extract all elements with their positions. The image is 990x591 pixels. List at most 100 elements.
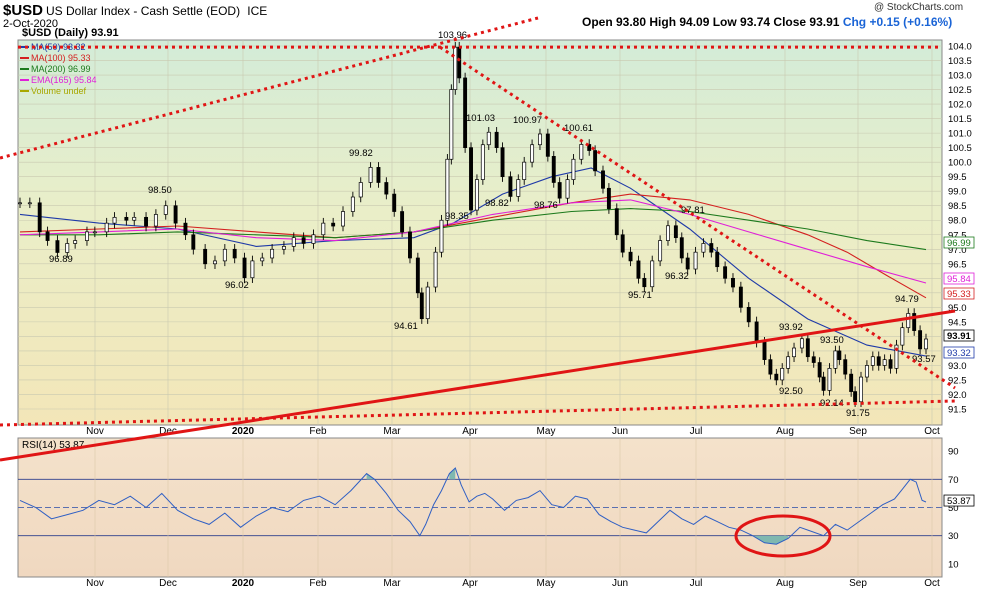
- price-label-box: [943, 346, 975, 359]
- candle-body: [731, 277, 735, 288]
- price-y-tick-label: 91.5: [948, 405, 967, 416]
- price-label-box: [943, 272, 975, 285]
- rsi-x-axis: Nov Dec 2020 Feb Mar Apr May Jun Jul Aug Sep Oct: [86, 578, 940, 589]
- candle-body: [786, 356, 791, 369]
- trendline-overlay: [0, 16, 956, 558]
- rsi-oversold-highlight: [734, 514, 832, 558]
- upper-dotted-trendline: [0, 16, 539, 160]
- candle-body: [163, 205, 168, 215]
- candle-body: [906, 313, 911, 329]
- candle-body: [132, 216, 137, 221]
- price-annotation: 103.96: [438, 30, 467, 41]
- candle-body: [715, 251, 720, 268]
- candle-body: [894, 344, 899, 369]
- price-annotation: 98.35: [445, 211, 469, 222]
- price-x-tick-label: Sep: [849, 426, 867, 437]
- rsi-x-tick-label: Mar: [383, 578, 401, 589]
- price-label-text: 95.84: [947, 274, 971, 285]
- rising-support-trendline: [0, 309, 956, 462]
- price-y-tick-label: 93.0: [948, 361, 967, 372]
- candle-body: [821, 376, 826, 391]
- candle-body: [837, 350, 842, 360]
- candle-body: [486, 131, 491, 146]
- candle-body: [55, 240, 60, 253]
- price-x-axis: Nov Dec 2020 Feb Mar Apr May Jun Jul Aug Sep Oct: [86, 426, 940, 437]
- rsi-oversold-fill: [752, 535, 789, 545]
- price-title: $USD (Daily) 93.91: [22, 27, 119, 39]
- candle-body: [508, 176, 513, 197]
- candle-body: [762, 341, 767, 360]
- candle-body: [400, 211, 405, 233]
- price-y-tick-label: 103.0: [948, 71, 972, 82]
- price-x-tick-label: Oct: [924, 426, 940, 437]
- instrument-name: US Dollar Index - Cash Settle (EOD): [46, 4, 241, 18]
- candle-body: [516, 179, 521, 197]
- rsi-y-tick-label: 10: [948, 559, 959, 570]
- price-y-tick-label: 97.0: [948, 245, 967, 256]
- candle-body: [859, 376, 863, 403]
- price-x-tick-label: Mar: [383, 426, 401, 437]
- candle-body: [870, 356, 875, 366]
- candle-body: [746, 307, 751, 323]
- candle-body: [601, 170, 605, 189]
- price-annotation: 91.75: [846, 408, 870, 419]
- candle-body: [587, 144, 592, 151]
- price-y-tick-label: 98.5: [948, 201, 967, 212]
- candle-body: [679, 237, 684, 259]
- candle-body: [242, 257, 247, 279]
- candle-body: [853, 391, 858, 403]
- candle-body: [18, 202, 22, 205]
- rsi-x-tick-label: Apr: [462, 578, 478, 589]
- price-y-tick-label: 102.0: [948, 100, 972, 111]
- ma-line-ema165: [19, 199, 927, 284]
- price-y-tick-label: 94.5: [948, 317, 967, 328]
- price-label-text: 96.99: [947, 238, 971, 249]
- price-y-tick-label: 102.5: [948, 85, 972, 96]
- rsi-x-tick-label: Jul: [690, 578, 703, 589]
- candle-body: [557, 182, 562, 199]
- price-annotation: 97.81: [681, 205, 705, 216]
- rsi-plot: [19, 467, 927, 545]
- rsi-title-text: RSI(14) 53.87: [22, 440, 85, 451]
- legend-label: Volume undef: [31, 86, 87, 96]
- rsi-x-tick-label: Oct: [924, 578, 940, 589]
- chart-date: 2-Oct-2020: [3, 18, 59, 30]
- change-value: Chg +0.15 (+0.16%): [842, 15, 953, 29]
- price-annotation: 100.97: [513, 115, 542, 126]
- candle-body: [368, 167, 373, 183]
- candle-body: [900, 327, 905, 346]
- candle-body: [888, 359, 893, 369]
- chart-header: $USD US Dollar Index - Cash Settle (EOD) …: [0, 0, 990, 44]
- price-y-tick-label: 95.0: [948, 303, 967, 314]
- candle-body: [469, 147, 473, 211]
- rsi-y-axis: 90 70 50 30 10: [948, 447, 959, 571]
- candle-body: [593, 150, 598, 172]
- rsi-y-tick-label: 90: [948, 447, 959, 458]
- candle-body: [425, 286, 430, 320]
- candle-body: [65, 243, 70, 253]
- price-x-tick-label: Nov: [86, 426, 104, 437]
- price-y-tick-label: 92.0: [948, 390, 967, 401]
- price-annotation: 100.61: [564, 123, 593, 134]
- candle-body: [415, 257, 420, 294]
- price-y-tick-label: 92.5: [948, 375, 967, 386]
- price-label-text: 93.32: [947, 348, 971, 359]
- rsi-overbought-fill: [366, 473, 375, 480]
- rsi-x-tick-label: Feb: [309, 578, 327, 589]
- candle-body: [358, 182, 363, 198]
- price-annotation: 94.61: [394, 321, 418, 332]
- candle-body: [606, 187, 611, 209]
- rsi-line: [19, 467, 927, 545]
- price-annotation: 96.02: [225, 280, 249, 291]
- candle-body: [500, 147, 505, 178]
- candle-body: [144, 216, 149, 227]
- candle-body: [723, 266, 728, 279]
- candle-body: [480, 144, 485, 180]
- price-label-box: [943, 329, 975, 342]
- candle-body: [642, 277, 647, 288]
- candle-body: [376, 167, 381, 183]
- candle-body: [551, 156, 556, 183]
- candle-body: [281, 246, 286, 250]
- candle-body: [614, 208, 619, 236]
